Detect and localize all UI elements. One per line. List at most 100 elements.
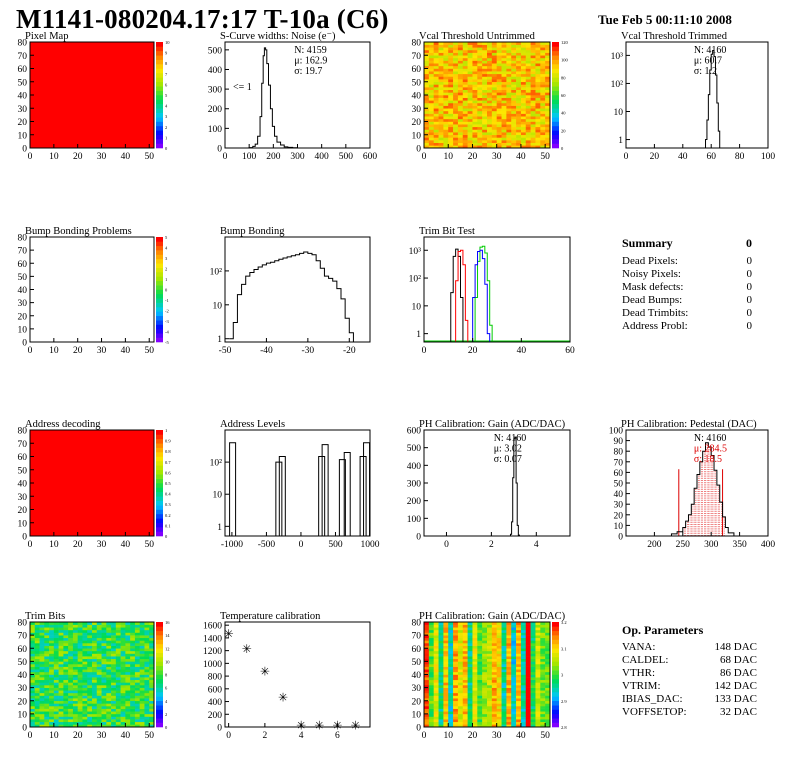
trim-bits-cell (87, 643, 93, 646)
summary-label-address-probl: Address Probl: (622, 320, 688, 332)
trim-bits-cell (44, 682, 50, 686)
vcal-untrimmed-cell (448, 132, 454, 136)
trim-bits-cell (87, 627, 93, 631)
ph-gain-map-cell (448, 640, 454, 644)
ph-gain-map-cell (511, 643, 517, 646)
ph-gain-map-cell (438, 671, 444, 675)
vcal-untrimmed-cell (511, 47, 517, 51)
vcal-untrimmed-cell (540, 65, 546, 69)
trim-bits-cell (39, 703, 45, 707)
ph-gain-map-cell (530, 632, 536, 636)
trim-bits-cell (87, 664, 93, 667)
vcal-untrimmed-cell (506, 124, 512, 128)
vcal-untrimmed-cell (482, 55, 488, 59)
ph-gain-map-cell (535, 669, 541, 673)
ph-gain-map-cell (535, 719, 541, 723)
ph-gain-map-cell (506, 679, 512, 683)
ph-gain-map-cell (433, 622, 439, 625)
trim-bits-cell (68, 661, 74, 665)
vcal-untrimmed-cell (511, 49, 517, 53)
vcal-untrimmed-cell (535, 110, 541, 114)
vcal-untrimmed-cell (457, 134, 464, 138)
vcal-untrimmed-cell (525, 110, 531, 114)
ph-gain-map-cell (428, 627, 434, 631)
scurve-widths-ytick-label: 0 (217, 145, 222, 155)
trim-bits-cell (44, 627, 50, 631)
trim-bits-cell (63, 656, 69, 660)
ph-gain-map-cell (535, 632, 541, 636)
ph-gain-map-cell (506, 658, 512, 662)
ph-gain-map-cell (511, 648, 517, 652)
vcal-untrimmed-cell (535, 92, 541, 96)
vcal-untrimmed-cell (491, 52, 497, 56)
ph-gain-map-cell (496, 713, 502, 717)
trim-bits-cell (72, 664, 78, 667)
ph-gain-map-cell (520, 648, 527, 652)
vcal-untrimmed-cell (516, 44, 522, 48)
ph-gain-map-cell (530, 682, 536, 686)
trim-bits-cell (34, 632, 40, 636)
vcal-untrimmed-cell (511, 142, 517, 146)
ph-gain-map-cell (448, 698, 454, 702)
trim-bits-cell (130, 645, 136, 649)
vcal-untrimmed-cell (457, 55, 464, 59)
trim-bits-cell (106, 706, 112, 709)
ph-gain-map-cell (433, 679, 439, 683)
vcal-untrimmed-cell (448, 76, 454, 80)
ph-gain-map-cell (438, 700, 444, 704)
vcal-untrimmed-cell (506, 132, 512, 136)
trim-bits-cell (72, 711, 78, 715)
vcal-untrimmed-cell (477, 60, 483, 64)
ph-gain-map-cell (540, 635, 546, 639)
ph-gain-map-cell (443, 635, 449, 639)
ph-gain-map-cell (525, 669, 531, 673)
vcal-untrimmed-cell (433, 102, 439, 106)
ph-gain-map-cell (530, 645, 536, 649)
ph-gain-map-cell (443, 645, 449, 649)
ph-gain-map-cell (472, 653, 478, 657)
vcal-untrimmed-cell (487, 92, 493, 96)
ph-gain-map-cell (496, 669, 502, 673)
vcal-untrimmed-cell (428, 92, 434, 96)
ph-gain-map-cell (477, 656, 483, 660)
bump-bonding-problems-title: Bump Bonding Problems (25, 226, 132, 237)
trim-bits-cell (125, 690, 131, 694)
vcal-untrimmed-cell (540, 97, 546, 101)
bump-bonding-problems-palette-band (156, 333, 163, 338)
vcal-untrimmed-cell (482, 100, 488, 104)
vcal-untrimmed-cell (491, 97, 497, 101)
ph-gain-map-cell (472, 687, 478, 691)
trim-bits-cell (96, 713, 102, 717)
trim-bits-cell (139, 629, 145, 633)
ph-gain-map-cell (535, 664, 541, 667)
vcal-untrimmed-cell (511, 44, 517, 48)
trim-bits-cell (130, 708, 136, 712)
vcal-untrimmed-cell (506, 57, 512, 61)
vcal-untrimmed-cell (448, 65, 454, 69)
trim-bits-cell (63, 679, 69, 683)
trim-bits-cell (144, 671, 150, 675)
trim-bits-cell (115, 661, 121, 665)
vcal-untrimmed-cell (462, 57, 468, 61)
ph-gain-map-cell (525, 648, 531, 652)
ph-gain-map-cell (462, 671, 468, 675)
trim-bits-cell (30, 635, 36, 639)
ph-gain-map-cell (540, 703, 546, 707)
trim-bits-cell (96, 627, 102, 631)
vcal-untrimmed-cell (443, 129, 449, 133)
address-decoding-palette-band (156, 496, 163, 501)
vcal-untrimmed-cell (472, 89, 478, 93)
vcal-untrimmed-cell (525, 44, 531, 48)
trim-bits-cell (96, 645, 102, 649)
vcal-untrimmed-cell (506, 113, 512, 117)
trim-bits-cell (120, 692, 126, 696)
bump-bonding-problems-palette-band (156, 298, 163, 303)
vcal-untrimmed-cell (457, 142, 464, 146)
ph-gain-map-cell (535, 685, 541, 688)
vcal-untrimmed-cell (462, 105, 468, 109)
ph-gain-map-cell (520, 666, 527, 670)
vcal-untrimmed-cell (462, 116, 468, 120)
ph-gain-map-cell (535, 648, 541, 652)
bump-bonding-problems-palette-band (156, 267, 163, 273)
